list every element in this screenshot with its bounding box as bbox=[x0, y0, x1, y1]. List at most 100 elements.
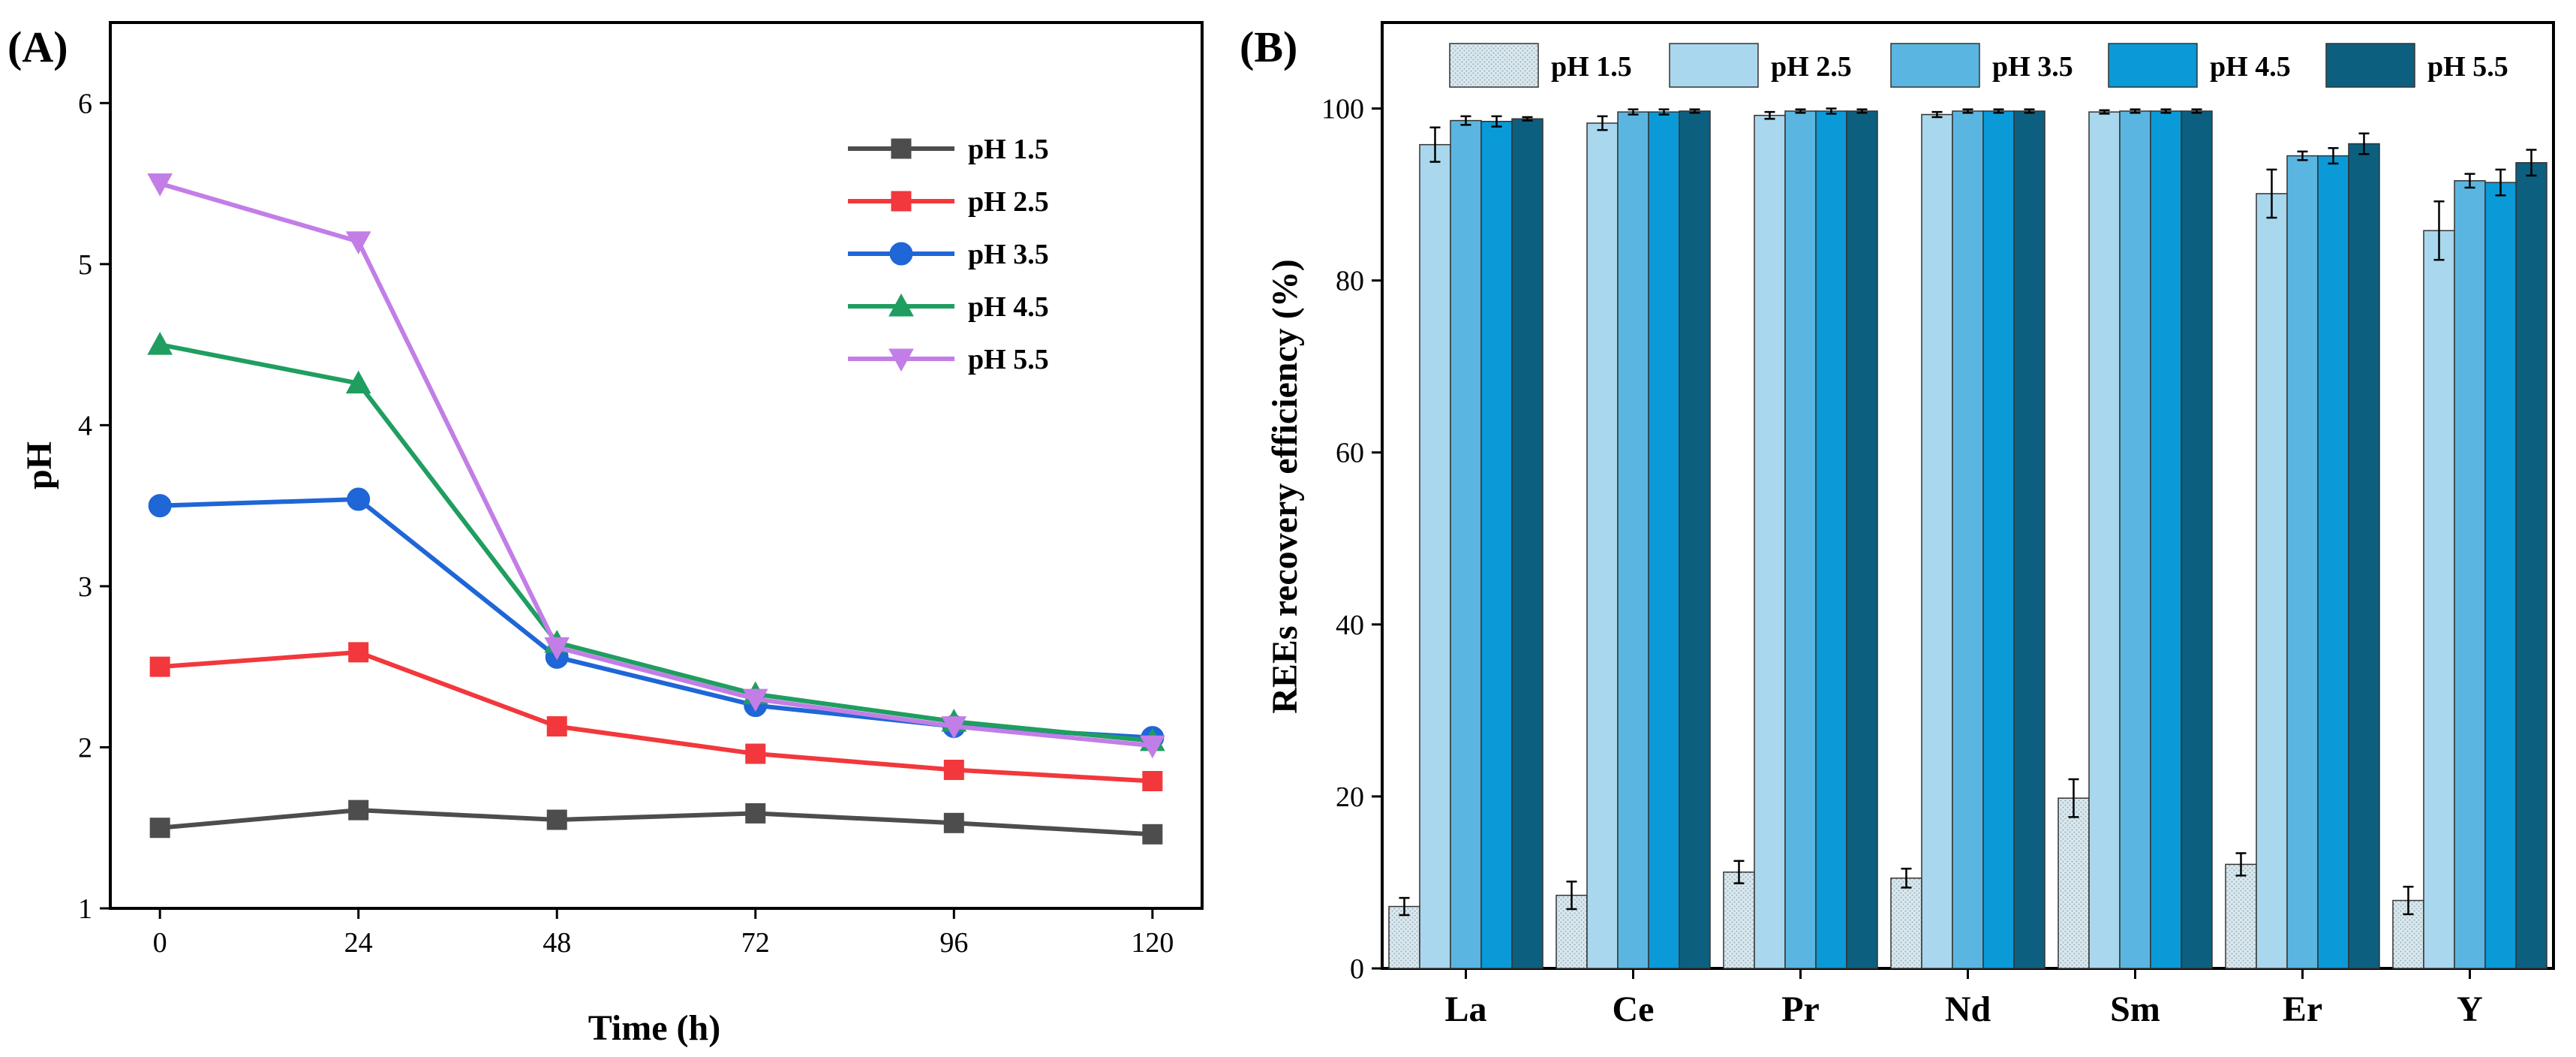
panel-b-bars bbox=[1388, 107, 2547, 969]
error-bar-pr-ph-1-5 bbox=[1733, 860, 1745, 884]
error-bar-er-ph-2-5 bbox=[2266, 168, 2277, 219]
data-point-ph-5-5 bbox=[544, 637, 570, 661]
y-tick-label: 80 bbox=[1336, 266, 1364, 297]
error-bar-sm-ph-3-5 bbox=[2130, 108, 2141, 114]
series-line-ph-3-5 bbox=[160, 497, 1153, 740]
legend-swatch-ph-3-5 bbox=[1890, 43, 1980, 88]
error-bar-y-ph-5-5 bbox=[2526, 149, 2537, 177]
data-point-ph-2-5 bbox=[943, 759, 964, 780]
error-bar-y-ph-4-5 bbox=[2495, 168, 2506, 197]
error-bar-la-ph-1-5 bbox=[1399, 896, 1410, 917]
panel-a-legend: pH 1.5 pH 2.5 pH 3.5 pH 4.5 pH 5.5 bbox=[848, 134, 1049, 375]
error-bar-pr-ph-3-5 bbox=[1795, 108, 1806, 114]
data-point-ph-3-5 bbox=[148, 494, 172, 518]
data-point-ph-2-5 bbox=[149, 656, 170, 677]
data-point-ph-3-5 bbox=[347, 487, 371, 511]
bar-la-ph-2-5 bbox=[1419, 143, 1451, 969]
panel-a-series bbox=[147, 173, 1165, 845]
y-tick-label: 60 bbox=[1336, 438, 1364, 469]
legend-label-ph-5-5: pH 5.5 bbox=[2427, 51, 2508, 83]
category-label-sm: Sm bbox=[2110, 989, 2160, 1029]
y-tick-label: 40 bbox=[1336, 610, 1364, 641]
panel-b-label: (B) bbox=[1240, 23, 1297, 71]
error-bar-sm-ph-4-5 bbox=[2160, 108, 2172, 114]
bar-pr-ph-2-5 bbox=[1754, 114, 1786, 969]
bar-pr-ph-3-5 bbox=[1784, 110, 1817, 969]
legend-marker-ph-2-5 bbox=[891, 191, 912, 212]
panel-a-y-axis-title: pH bbox=[20, 441, 59, 489]
error-bar-nd-ph-4-5 bbox=[1993, 108, 2004, 114]
series-line-ph-1-5 bbox=[159, 808, 1153, 837]
category-label-la: La bbox=[1444, 989, 1486, 1029]
error-bar-er-ph-5-5 bbox=[2358, 132, 2370, 155]
error-bar-la-ph-3-5 bbox=[1460, 115, 1471, 126]
panel-b-legend: pH 1.5 pH 2.5 pH 3.5 pH 4.5 pH 5.5 bbox=[1449, 43, 2508, 88]
category-label-pr: Pr bbox=[1781, 989, 1820, 1029]
data-point-ph-5-5 bbox=[345, 231, 371, 254]
bar-er-ph-2-5 bbox=[2256, 193, 2288, 969]
bar-sm-ph-4-5 bbox=[2150, 110, 2182, 969]
category-label-y: Y bbox=[2457, 989, 2483, 1029]
bar-er-ph-3-5 bbox=[2286, 155, 2319, 969]
bar-y-ph-2-5 bbox=[2423, 230, 2455, 969]
x-tick-label: 24 bbox=[344, 927, 373, 959]
series-line-ph-4-5 bbox=[159, 342, 1153, 743]
error-bar-sm-ph-2-5 bbox=[2099, 109, 2110, 115]
error-bar-sm-ph-5-5 bbox=[2191, 108, 2202, 114]
error-bar-er-ph-4-5 bbox=[2328, 146, 2339, 165]
bar-nd-ph-1-5 bbox=[1890, 877, 1922, 969]
y-tick-label: 4 bbox=[78, 410, 92, 441]
legend-label-ph-1-5: pH 1.5 bbox=[968, 134, 1049, 165]
category-label-ce: Ce bbox=[1613, 989, 1655, 1029]
error-bar-nd-ph-1-5 bbox=[1901, 867, 1912, 889]
legend-label-ph-4-5: pH 4.5 bbox=[968, 291, 1049, 323]
legend-label-ph-1-5: pH 1.5 bbox=[1551, 51, 1632, 83]
data-point-ph-1-5 bbox=[149, 818, 170, 839]
y-tick-label: 5 bbox=[78, 249, 92, 281]
error-bar-y-ph-3-5 bbox=[2464, 173, 2475, 189]
series-line-ph-5-5 bbox=[159, 181, 1153, 748]
error-bar-pr-ph-4-5 bbox=[1826, 107, 1837, 115]
data-point-ph-2-5 bbox=[348, 642, 369, 663]
error-bar-nd-ph-5-5 bbox=[2024, 108, 2035, 114]
error-bar-ce-ph-2-5 bbox=[1597, 115, 1608, 131]
error-bar-pr-ph-2-5 bbox=[1764, 110, 1775, 120]
panel-b-bar-chart: (B) REEs recovery efficiency (%) 0 20 40 60… bbox=[1240, 21, 2555, 1029]
bar-nd-ph-5-5 bbox=[2013, 110, 2045, 969]
error-bar-ce-ph-1-5 bbox=[1566, 881, 1577, 911]
data-point-ph-4-5 bbox=[147, 332, 173, 355]
bar-er-ph-5-5 bbox=[2348, 143, 2380, 969]
bar-ce-ph-5-5 bbox=[1679, 110, 1711, 969]
y-tick-label: 0 bbox=[1350, 953, 1364, 985]
series-ph-1-5 bbox=[149, 800, 1163, 845]
legend-marker-ph-3-5 bbox=[889, 242, 913, 266]
series-ph-4-5 bbox=[147, 332, 1165, 751]
bar-pr-ph-1-5 bbox=[1723, 871, 1755, 969]
bar-ce-ph-4-5 bbox=[1648, 111, 1680, 969]
legend-marker-ph-4-5 bbox=[888, 293, 914, 317]
panel-a-x-axis-title: Time (h) bbox=[588, 1008, 720, 1048]
legend-label-ph-2-5: pH 2.5 bbox=[1771, 51, 1852, 83]
error-bar-la-ph-4-5 bbox=[1491, 115, 1502, 128]
bar-nd-ph-2-5 bbox=[1921, 113, 1953, 969]
data-point-ph-5-5 bbox=[742, 688, 768, 712]
series-ph-2-5 bbox=[149, 642, 1163, 792]
data-point-ph-2-5 bbox=[745, 743, 766, 764]
data-point-ph-1-5 bbox=[745, 803, 766, 824]
error-bar-nd-ph-2-5 bbox=[1931, 110, 1943, 119]
bar-y-ph-5-5 bbox=[2515, 161, 2547, 969]
x-tick-label: 0 bbox=[153, 927, 167, 959]
data-point-ph-5-5 bbox=[147, 173, 173, 197]
data-point-ph-2-5 bbox=[546, 716, 567, 737]
error-bar-ce-ph-5-5 bbox=[1689, 108, 1700, 114]
y-tick-label: 100 bbox=[1321, 94, 1364, 125]
bar-la-ph-5-5 bbox=[1511, 118, 1543, 969]
legend-label-ph-3-5: pH 3.5 bbox=[1992, 51, 2073, 83]
y-tick-label: 2 bbox=[78, 732, 92, 763]
data-point-ph-1-5 bbox=[1142, 824, 1163, 845]
x-tick-label: 72 bbox=[741, 927, 770, 959]
series-line-ph-2-5 bbox=[159, 649, 1153, 784]
legend-label-ph-3-5: pH 3.5 bbox=[968, 239, 1049, 270]
data-point-ph-2-5 bbox=[1142, 771, 1163, 792]
error-bar-la-ph-2-5 bbox=[1429, 126, 1441, 163]
